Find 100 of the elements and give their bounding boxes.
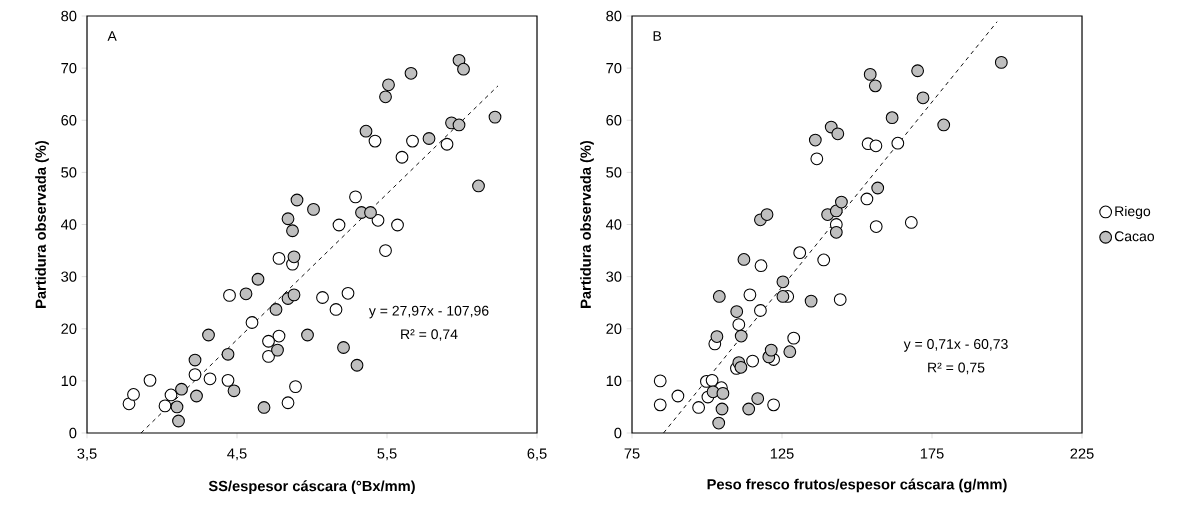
point [190,389,203,403]
legend-label: Cacao [1114,231,1155,242]
point [175,382,188,396]
point [188,353,202,367]
point [712,290,726,303]
text: A [107,31,117,41]
point [272,251,286,265]
point [488,110,502,124]
point [316,291,329,304]
point [422,132,436,145]
point [829,204,843,218]
x-tick-label: 225 [1070,448,1094,459]
point [286,224,299,238]
point [716,386,730,400]
point [817,253,831,267]
point [349,190,362,204]
point [737,253,751,266]
point [653,398,667,412]
point [715,402,729,416]
point [734,360,748,374]
y-tick-label: 70 [61,62,77,74]
point [271,343,284,357]
y-tick-label: 0 [69,427,77,439]
point [158,399,172,413]
y-tick-label: 10 [606,375,622,387]
point [776,275,790,289]
point [364,206,377,219]
point [172,414,185,428]
x-tick-label: 75 [624,448,640,459]
point [379,90,392,104]
y-tick-label: 60 [606,115,622,126]
y-tick-label: 40 [60,219,77,230]
point [746,354,760,368]
point [734,329,748,343]
point [808,133,822,147]
point [764,343,778,357]
x-tick-label: 125 [770,448,794,459]
point [869,139,883,153]
x-axis-title: SS/espesor cáscara (°Bx/mm) [208,480,415,495]
point [301,328,314,342]
point [164,388,178,402]
point [170,400,184,414]
point [221,347,235,361]
point [754,304,767,317]
point [281,212,295,226]
point [337,341,350,354]
x-tick-label: 3,5 [77,448,97,461]
point [829,225,843,239]
point [787,331,801,345]
point [911,64,925,78]
x-tick-label: 6,5 [527,448,547,461]
x-axis-title: Peso fresco frutos/espesor cáscara (g/mm) [707,478,1007,493]
y-tick-label: 60 [61,115,77,126]
point [743,288,757,302]
point [692,401,706,414]
point [272,329,286,343]
y-tick-label: 40 [605,219,622,230]
point [359,124,373,138]
point [767,398,781,412]
point [287,250,301,264]
point [751,392,765,405]
y-tick-label: 10 [61,375,77,387]
point [350,358,364,372]
annotation: R² = 0,75 [928,362,985,375]
point [671,389,685,403]
point [127,388,140,401]
point [776,290,790,303]
point [760,208,774,221]
point [860,192,874,206]
point [379,244,392,257]
point [810,152,824,166]
point [329,303,343,316]
point [332,218,346,232]
point [287,288,301,302]
point [307,202,320,216]
point [835,195,848,209]
point [793,246,807,260]
annotation: y = 0,71x - 60,73 [903,339,1008,352]
point [143,373,157,387]
point [937,118,951,132]
y-tick-label: 80 [606,10,622,22]
x-tick-label: 4,5 [227,448,247,461]
point [341,286,355,300]
point [368,134,382,148]
y-tick-label: 20 [606,323,622,334]
point [994,55,1008,69]
legend-label: Riego [1115,205,1151,219]
point [868,79,882,93]
point [754,259,768,273]
point [440,137,454,151]
point [833,293,847,306]
point [869,220,883,233]
point [281,396,295,410]
point [203,372,217,386]
point [916,91,930,105]
point [406,134,419,148]
point [391,218,404,232]
point [122,397,136,411]
point [382,78,395,92]
x-tick-label: 5,5 [377,448,397,461]
